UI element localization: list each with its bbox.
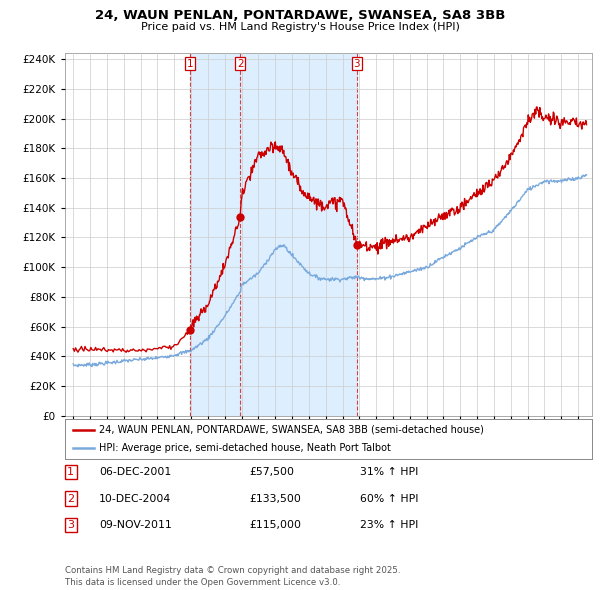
Text: Contains HM Land Registry data © Crown copyright and database right 2025.
This d: Contains HM Land Registry data © Crown c… (65, 566, 400, 587)
Text: 31% ↑ HPI: 31% ↑ HPI (360, 467, 418, 477)
Text: 2: 2 (67, 494, 74, 503)
Text: Price paid vs. HM Land Registry's House Price Index (HPI): Price paid vs. HM Land Registry's House … (140, 22, 460, 32)
Text: 3: 3 (353, 58, 360, 68)
Bar (190, 53, 357, 416)
Text: 24, WAUN PENLAN, PONTARDAWE, SWANSEA, SA8 3BB: 24, WAUN PENLAN, PONTARDAWE, SWANSEA, SA… (95, 9, 505, 22)
Text: HPI: Average price, semi-detached house, Neath Port Talbot: HPI: Average price, semi-detached house,… (99, 443, 391, 453)
Text: 09-NOV-2011: 09-NOV-2011 (99, 520, 172, 530)
Text: 1: 1 (187, 58, 193, 68)
Text: 23% ↑ HPI: 23% ↑ HPI (360, 520, 418, 530)
Text: 3: 3 (67, 520, 74, 530)
Text: 24, WAUN PENLAN, PONTARDAWE, SWANSEA, SA8 3BB (semi-detached house): 24, WAUN PENLAN, PONTARDAWE, SWANSEA, SA… (99, 425, 484, 435)
Text: £115,000: £115,000 (249, 520, 301, 530)
Text: £57,500: £57,500 (249, 467, 294, 477)
Text: 60% ↑ HPI: 60% ↑ HPI (360, 494, 419, 503)
Text: £133,500: £133,500 (249, 494, 301, 503)
Text: 1: 1 (67, 467, 74, 477)
Text: 10-DEC-2004: 10-DEC-2004 (99, 494, 171, 503)
Text: 2: 2 (237, 58, 244, 68)
Text: 06-DEC-2001: 06-DEC-2001 (99, 467, 171, 477)
